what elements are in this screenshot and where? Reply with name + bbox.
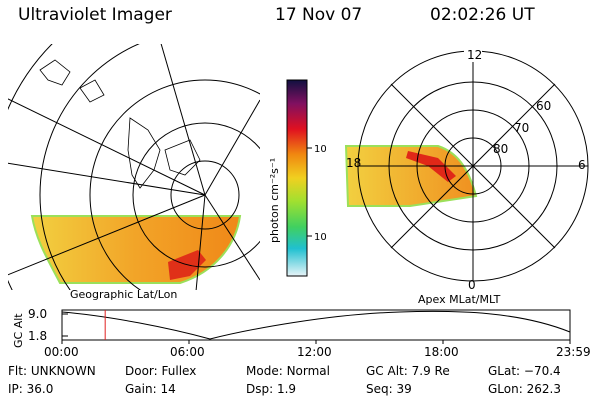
info-dsp: Dsp: 1.9 <box>246 382 297 396</box>
geographic-map-panel: Geographic Lat/Lon <box>8 44 260 301</box>
image-date: 17 Nov 07 <box>275 5 363 25</box>
mlt-label-0: 0 <box>468 278 476 292</box>
colorbar-tick-10: 10 <box>314 232 326 243</box>
info-seq: Seq: 39 <box>366 382 412 396</box>
altitude-xtick-1: 06:00 <box>170 345 205 359</box>
altitude-curve <box>61 310 571 340</box>
altitude-ytick-min: 1.8 <box>28 329 47 343</box>
mlt-label-18: 18 <box>346 156 361 170</box>
colorbar-tick-100: 100 <box>314 144 326 155</box>
info-glat: GLat: −70.4 <box>488 364 561 378</box>
colorbar: 100 10 photon cm⁻²s⁻¹ <box>268 79 326 277</box>
mlat-label-60: 60 <box>536 99 551 113</box>
altitude-xtick-4: 23:59 <box>556 345 591 359</box>
apex-polar-panel: 12 18 6 0 60 70 80 Apex MLat/MLT <box>344 48 589 306</box>
altitude-xtick-2: 12:00 <box>297 345 332 359</box>
info-mode: Mode: Normal <box>246 364 330 378</box>
altitude-xtick-3: 18:00 <box>424 345 459 359</box>
info-gc-alt: GC Alt: 7.9 Re <box>366 364 450 378</box>
mlat-label-80: 80 <box>493 142 508 156</box>
instrument-title: Ultraviolet Imager <box>18 5 172 25</box>
image-time: 02:02:26 UT <box>430 5 535 25</box>
info-glon: GLon: 262.3 <box>488 382 561 396</box>
info-ip: IP: 36.0 <box>8 382 54 396</box>
mlat-label-70: 70 <box>514 121 529 135</box>
mlt-label-6: 6 <box>578 158 586 172</box>
altitude-ytick-max: 9.0 <box>28 307 47 321</box>
altitude-ylabel: GC Alt <box>12 313 25 348</box>
altitude-plot: GC Alt 9.0 1.8 00:00 06:00 12:00 18:00 2… <box>12 307 591 359</box>
info-gain: Gain: 14 <box>125 382 176 396</box>
colorbar-gradient <box>286 79 308 277</box>
altitude-xtick-0: 00:00 <box>44 345 79 359</box>
apex-aurora-region <box>344 145 478 207</box>
geo-aurora-region <box>30 215 242 284</box>
info-flt: Flt: UNKNOWN <box>8 364 96 378</box>
apex-panel-caption: Apex MLat/MLT <box>418 293 501 306</box>
info-door: Door: Fullex <box>125 364 197 378</box>
geo-panel-caption: Geographic Lat/Lon <box>70 288 177 301</box>
mlt-label-12: 12 <box>467 48 482 62</box>
colorbar-unit-label: photon cm⁻²s⁻¹ <box>268 158 281 243</box>
